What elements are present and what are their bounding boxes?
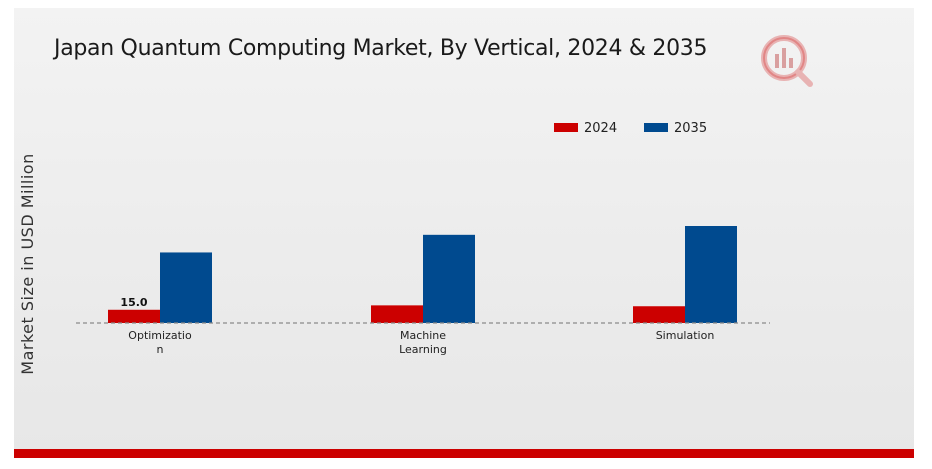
market-research-logo-icon (761, 35, 813, 87)
legend-label-2035: 2035 (674, 121, 707, 136)
x-tick-label-line: Learning (399, 343, 447, 356)
legend-swatch-2035 (644, 123, 668, 132)
chart-panel (14, 8, 914, 454)
footer-accent-bar (14, 449, 914, 458)
x-tick-label-line: Optimizatio (128, 329, 192, 342)
x-tick-label-line: n (157, 343, 164, 356)
chart-title: Japan Quantum Computing Market, By Verti… (54, 36, 708, 61)
bar-2024-2 (633, 306, 685, 323)
x-tick-label: Machine Learning (399, 329, 447, 356)
x-tick-label-line: Machine (400, 329, 446, 342)
bar-2024-0 (108, 309, 160, 323)
y-axis-label: Market Size in USD Million (18, 153, 37, 374)
bar-2024-1 (371, 305, 423, 323)
bar-2035-2 (685, 226, 737, 323)
x-tick-label: Optimizatio n (128, 329, 192, 356)
data-label: 15.0 (120, 296, 147, 309)
x-tick-label-line: Simulation (656, 329, 715, 342)
bar-2035-1 (423, 234, 475, 323)
legend-label-2024: 2024 (584, 121, 617, 136)
legend-swatch-2024 (554, 123, 578, 132)
x-tick-label: Simulation (656, 329, 715, 342)
bar-2035-0 (160, 252, 212, 323)
